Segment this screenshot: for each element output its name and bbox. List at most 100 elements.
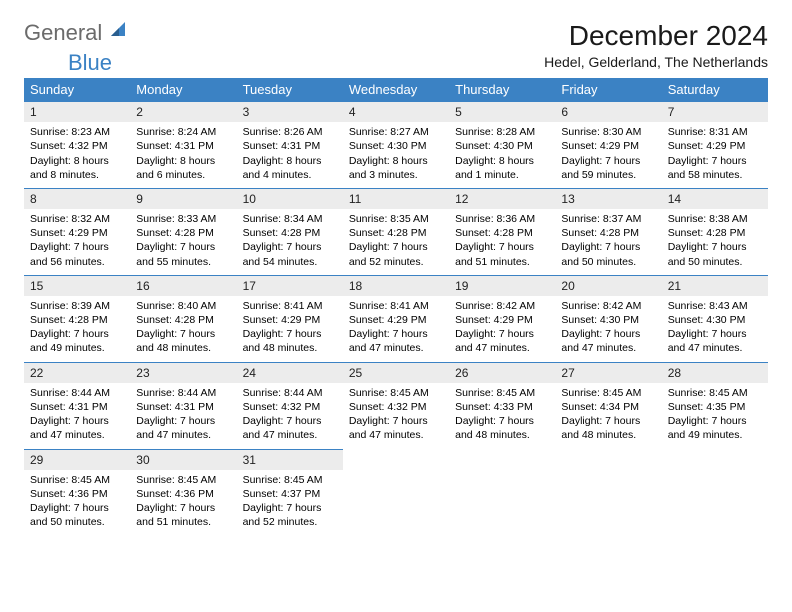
calendar-day-cell: 7Sunrise: 8:31 AMSunset: 4:29 PMDaylight…	[662, 101, 768, 188]
daylight-text: and 1 minute.	[455, 168, 549, 182]
sunset-text: Sunset: 4:30 PM	[561, 313, 655, 327]
daylight-text: and 49 minutes.	[668, 428, 762, 442]
day-content: Sunrise: 8:27 AMSunset: 4:30 PMDaylight:…	[343, 122, 449, 188]
sunrise-text: Sunrise: 8:45 AM	[349, 386, 443, 400]
sunrise-text: Sunrise: 8:45 AM	[561, 386, 655, 400]
day-content: Sunrise: 8:33 AMSunset: 4:28 PMDaylight:…	[130, 209, 236, 275]
sunset-text: Sunset: 4:28 PM	[349, 226, 443, 240]
day-content: Sunrise: 8:35 AMSunset: 4:28 PMDaylight:…	[343, 209, 449, 275]
day-content: Sunrise: 8:34 AMSunset: 4:28 PMDaylight:…	[237, 209, 343, 275]
day-number: 3	[237, 101, 343, 122]
sunrise-text: Sunrise: 8:39 AM	[30, 299, 124, 313]
calendar-day-cell: 13Sunrise: 8:37 AMSunset: 4:28 PMDayligh…	[555, 188, 661, 275]
daylight-text: and 52 minutes.	[349, 255, 443, 269]
daylight-text: and 48 minutes.	[561, 428, 655, 442]
daylight-text: and 50 minutes.	[30, 515, 124, 529]
sunrise-text: Sunrise: 8:44 AM	[136, 386, 230, 400]
daylight-text: Daylight: 7 hours	[30, 240, 124, 254]
day-content: Sunrise: 8:23 AMSunset: 4:32 PMDaylight:…	[24, 122, 130, 188]
daylight-text: Daylight: 7 hours	[349, 327, 443, 341]
calendar-day-cell: 11Sunrise: 8:35 AMSunset: 4:28 PMDayligh…	[343, 188, 449, 275]
day-content: Sunrise: 8:26 AMSunset: 4:31 PMDaylight:…	[237, 122, 343, 188]
day-number: 12	[449, 188, 555, 209]
day-number: 8	[24, 188, 130, 209]
day-number: 18	[343, 275, 449, 296]
weekday-header: Monday	[130, 78, 236, 101]
day-content: Sunrise: 8:45 AMSunset: 4:36 PMDaylight:…	[130, 470, 236, 536]
calendar-day-cell	[343, 449, 449, 536]
sunset-text: Sunset: 4:28 PM	[243, 226, 337, 240]
sunrise-text: Sunrise: 8:42 AM	[561, 299, 655, 313]
calendar-day-cell: 31Sunrise: 8:45 AMSunset: 4:37 PMDayligh…	[237, 449, 343, 536]
sunrise-text: Sunrise: 8:45 AM	[136, 473, 230, 487]
calendar-day-cell: 25Sunrise: 8:45 AMSunset: 4:32 PMDayligh…	[343, 362, 449, 449]
daylight-text: and 47 minutes.	[561, 341, 655, 355]
sunset-text: Sunset: 4:29 PM	[561, 139, 655, 153]
day-number: 26	[449, 362, 555, 383]
day-number: 29	[24, 449, 130, 470]
day-content: Sunrise: 8:24 AMSunset: 4:31 PMDaylight:…	[130, 122, 236, 188]
sunrise-text: Sunrise: 8:30 AM	[561, 125, 655, 139]
calendar-day-cell	[662, 449, 768, 536]
sunset-text: Sunset: 4:32 PM	[30, 139, 124, 153]
day-number: 10	[237, 188, 343, 209]
daylight-text: Daylight: 7 hours	[136, 414, 230, 428]
daylight-text: Daylight: 7 hours	[136, 327, 230, 341]
sunset-text: Sunset: 4:29 PM	[30, 226, 124, 240]
sunset-text: Sunset: 4:31 PM	[136, 139, 230, 153]
sunrise-text: Sunrise: 8:45 AM	[455, 386, 549, 400]
daylight-text: Daylight: 7 hours	[349, 240, 443, 254]
daylight-text: and 47 minutes.	[136, 428, 230, 442]
day-content: Sunrise: 8:42 AMSunset: 4:30 PMDaylight:…	[555, 296, 661, 362]
daylight-text: and 47 minutes.	[455, 341, 549, 355]
sunset-text: Sunset: 4:30 PM	[349, 139, 443, 153]
sunrise-text: Sunrise: 8:28 AM	[455, 125, 549, 139]
daylight-text: Daylight: 7 hours	[561, 154, 655, 168]
calendar-day-cell: 27Sunrise: 8:45 AMSunset: 4:34 PMDayligh…	[555, 362, 661, 449]
daylight-text: Daylight: 7 hours	[136, 501, 230, 515]
daylight-text: and 6 minutes.	[136, 168, 230, 182]
daylight-text: Daylight: 8 hours	[136, 154, 230, 168]
calendar-body: 1Sunrise: 8:23 AMSunset: 4:32 PMDaylight…	[24, 101, 768, 535]
day-content: Sunrise: 8:45 AMSunset: 4:35 PMDaylight:…	[662, 383, 768, 449]
daylight-text: Daylight: 7 hours	[30, 327, 124, 341]
sunset-text: Sunset: 4:32 PM	[349, 400, 443, 414]
daylight-text: and 48 minutes.	[455, 428, 549, 442]
sunrise-text: Sunrise: 8:27 AM	[349, 125, 443, 139]
calendar-week-row: 1Sunrise: 8:23 AMSunset: 4:32 PMDaylight…	[24, 101, 768, 188]
daylight-text: Daylight: 7 hours	[349, 414, 443, 428]
day-number: 13	[555, 188, 661, 209]
daylight-text: and 54 minutes.	[243, 255, 337, 269]
calendar-day-cell: 14Sunrise: 8:38 AMSunset: 4:28 PMDayligh…	[662, 188, 768, 275]
daylight-text: Daylight: 7 hours	[561, 240, 655, 254]
daylight-text: Daylight: 7 hours	[30, 501, 124, 515]
day-number: 6	[555, 101, 661, 122]
calendar-week-row: 29Sunrise: 8:45 AMSunset: 4:36 PMDayligh…	[24, 449, 768, 536]
day-number: 4	[343, 101, 449, 122]
sunrise-text: Sunrise: 8:26 AM	[243, 125, 337, 139]
day-number: 1	[24, 101, 130, 122]
daylight-text: and 47 minutes.	[349, 341, 443, 355]
calendar-day-cell	[555, 449, 661, 536]
day-number: 21	[662, 275, 768, 296]
daylight-text: and 51 minutes.	[136, 515, 230, 529]
calendar-day-cell: 24Sunrise: 8:44 AMSunset: 4:32 PMDayligh…	[237, 362, 343, 449]
sunset-text: Sunset: 4:29 PM	[455, 313, 549, 327]
calendar-day-cell: 9Sunrise: 8:33 AMSunset: 4:28 PMDaylight…	[130, 188, 236, 275]
sunrise-text: Sunrise: 8:24 AM	[136, 125, 230, 139]
sunrise-text: Sunrise: 8:36 AM	[455, 212, 549, 226]
sunset-text: Sunset: 4:29 PM	[349, 313, 443, 327]
sunset-text: Sunset: 4:28 PM	[561, 226, 655, 240]
daylight-text: Daylight: 7 hours	[136, 240, 230, 254]
day-number: 24	[237, 362, 343, 383]
sunrise-text: Sunrise: 8:32 AM	[30, 212, 124, 226]
daylight-text: Daylight: 7 hours	[455, 414, 549, 428]
day-content: Sunrise: 8:45 AMSunset: 4:37 PMDaylight:…	[237, 470, 343, 536]
calendar-day-cell: 4Sunrise: 8:27 AMSunset: 4:30 PMDaylight…	[343, 101, 449, 188]
daylight-text: Daylight: 7 hours	[243, 501, 337, 515]
day-number: 15	[24, 275, 130, 296]
daylight-text: Daylight: 8 hours	[243, 154, 337, 168]
calendar-day-cell: 17Sunrise: 8:41 AMSunset: 4:29 PMDayligh…	[237, 275, 343, 362]
daylight-text: and 47 minutes.	[349, 428, 443, 442]
sunset-text: Sunset: 4:35 PM	[668, 400, 762, 414]
